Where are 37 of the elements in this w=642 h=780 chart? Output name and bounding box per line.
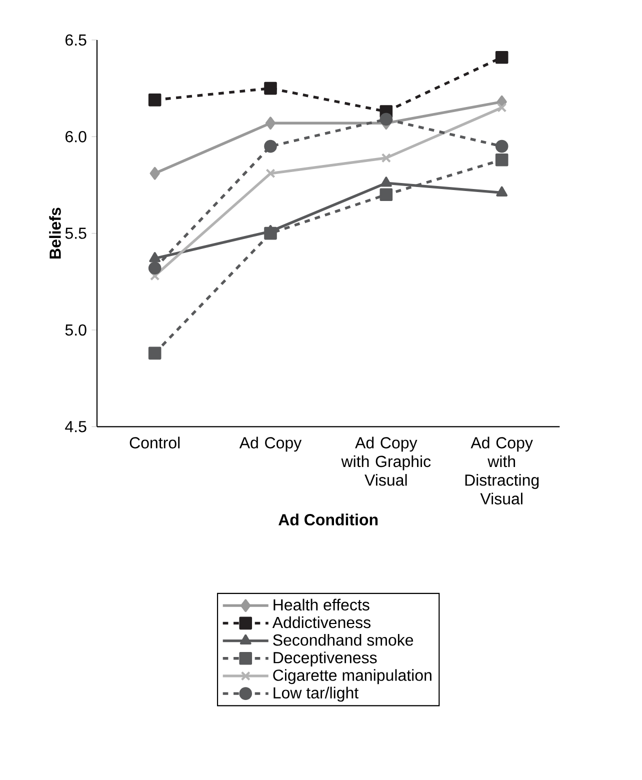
point — [496, 102, 507, 112]
x-axis-title: Ad Condition — [278, 514, 378, 526]
point — [264, 226, 277, 240]
legend-label: Low tar/light — [274, 686, 359, 702]
point — [264, 82, 277, 95]
y-tick-label: 4.5 — [65, 421, 86, 432]
y-tick-label: 5.0 — [65, 324, 86, 336]
point — [495, 153, 508, 166]
point — [380, 188, 393, 202]
y-axis-title: Beliefs — [49, 208, 61, 258]
legend-label: Cigarette manipulation — [273, 669, 432, 684]
point — [150, 166, 160, 180]
x-tick-label: Ad Copy with Graphic Visual — [341, 436, 431, 486]
point — [381, 153, 392, 163]
point — [380, 176, 392, 187]
point — [264, 140, 277, 153]
x-tick-label: Ad Copy — [239, 436, 302, 452]
point — [150, 271, 160, 281]
legend-label: Addictiveness — [272, 616, 371, 628]
point — [149, 252, 161, 262]
legend-label: Deceptiveness — [274, 652, 377, 666]
point — [265, 116, 276, 130]
x-tick-label: Ad Copy with Distracting Visual — [465, 436, 539, 504]
point — [495, 140, 508, 153]
point — [148, 94, 162, 106]
y-tick-label: 6.0 — [66, 131, 86, 142]
point — [266, 168, 276, 178]
point — [495, 50, 508, 64]
point — [380, 112, 393, 126]
x-tick-label: Control — [130, 436, 180, 448]
legend-label: Health effects — [274, 598, 370, 611]
legend-label: Secondhand smoke — [273, 634, 414, 646]
point — [148, 262, 162, 275]
point — [148, 346, 162, 360]
y-tick-label: 6.5 — [66, 34, 86, 46]
point — [496, 186, 508, 196]
y-tick-label: 5.5 — [65, 228, 86, 239]
